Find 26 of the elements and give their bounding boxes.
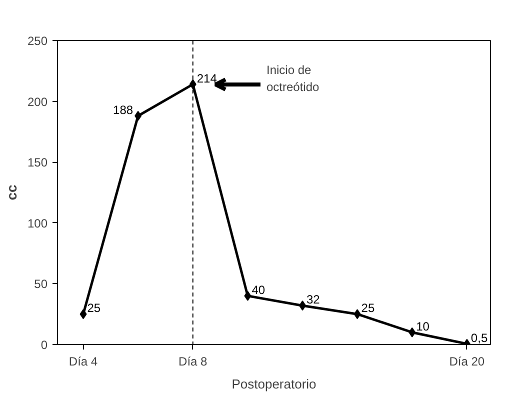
data-label: 40 [252,282,266,297]
data-label: 32 [306,292,320,307]
y-tick-label: 150 [27,156,48,170]
y-axis-title: cc [3,184,20,200]
data-label: 188 [113,102,134,117]
y-tick-label: 50 [34,277,48,292]
y-tick-label: 250 [27,34,48,48]
data-label: 0,5 [470,330,488,345]
annotation: Inicio de octreótido [266,63,320,94]
y-tick-label: 0 [40,338,48,352]
point [189,79,196,90]
point [80,309,87,320]
data-label: 10 [416,319,430,334]
point [244,290,252,301]
point [134,110,142,121]
x-tick-label: Día 8 [178,354,208,368]
x-tick-label: Día 4 [68,354,98,368]
x-axis-title: Postoperatorio [232,376,316,392]
y-tick-label: 100 [27,216,48,230]
data-label: 214 [196,71,218,86]
data-label: 25 [361,301,375,316]
x-tick-label: Día 20 [449,354,485,368]
point [354,309,361,320]
data-label: 25 [87,301,101,316]
point [408,327,416,338]
y-tick-label: 200 [27,94,48,109]
